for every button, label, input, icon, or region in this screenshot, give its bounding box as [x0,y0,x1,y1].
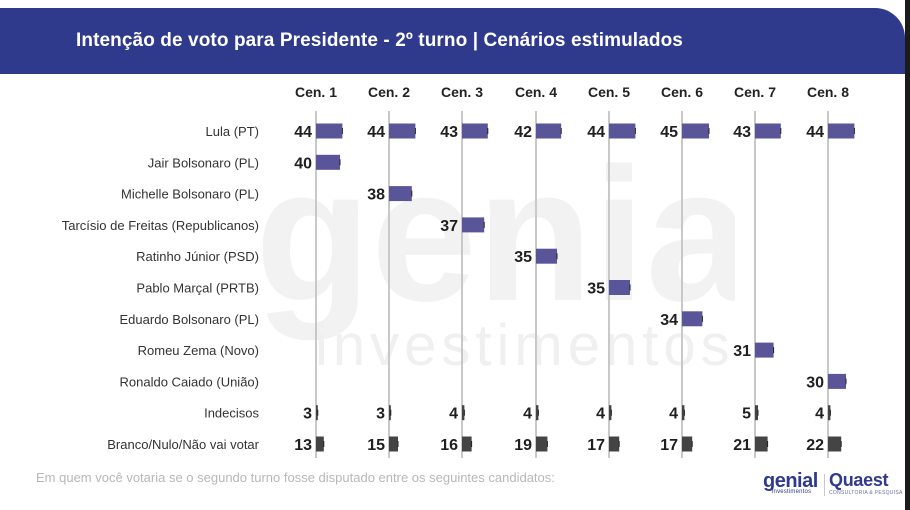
bar [828,373,846,389]
header-banner: Intenção de voto para Presidente - 2º tu… [0,8,905,74]
bar [316,154,340,170]
row-label: Branco/Nulo/Não vai votar [107,437,259,452]
value-label: 38 [367,187,385,204]
column-header: Cen. 4 [515,84,557,100]
bar [609,405,612,421]
value-label: 15 [367,437,385,454]
value-label: 44 [294,124,312,141]
row-label: Pablo Marçal (PRTB) [136,281,259,296]
value-label: 30 [806,374,824,391]
bar [536,248,557,264]
row-label: Jair Bolsonaro (PL) [148,155,259,170]
value-label: 44 [367,124,385,141]
column-header: Cen. 7 [734,84,776,100]
value-label: 37 [440,218,458,235]
value-label: 4 [523,406,532,423]
value-label: 17 [587,437,605,454]
column-header: Cen. 2 [368,84,410,100]
bar [389,186,412,202]
column-header: Cen. 8 [807,84,849,100]
watermark: genial investimentos [255,150,735,378]
value-label: 19 [514,437,532,454]
row-label: Michelle Bolsonaro (PL) [121,187,259,202]
value-label: 44 [587,124,605,141]
bar [609,436,620,452]
column-header: Cen. 3 [441,84,483,100]
value-label: 5 [742,406,751,423]
bar [389,405,391,421]
value-label: 44 [806,124,824,141]
bar [682,311,703,327]
bar [682,123,709,139]
footnote: Em quem você votaria se o segundo turno … [36,470,555,485]
genial-logo: genial [763,470,818,492]
value-label: 34 [660,312,678,329]
bar [682,436,693,452]
value-label: 35 [587,281,605,298]
value-label: 4 [669,406,678,423]
bar [828,436,842,452]
bar [536,123,562,139]
bar [828,123,855,139]
bar [316,436,324,452]
bar [462,123,488,139]
value-label: 35 [514,249,532,266]
value-label: 4 [449,406,458,423]
bar [389,123,416,139]
value-label: 31 [733,343,751,360]
column-header: Cen. 1 [295,84,337,100]
chart-area: Cen. 1 Cen. 2 Cen. 3 Cen. 4 Cen. 5 Cen. 6 Cen.… [62,84,855,458]
column-header: Cen. 6 [661,84,703,100]
row-label: Indecisos [204,406,259,421]
value-label: 3 [303,406,312,423]
bar [536,405,539,421]
row-label: Romeu Zema (Novo) [138,343,259,358]
bar [462,217,485,233]
bar [828,405,831,421]
value-label: 4 [596,406,605,423]
value-label: 40 [294,155,312,172]
row-label: Tarcísio de Freitas (Republicanos) [62,218,259,233]
value-label: 3 [376,406,385,423]
row-label: Ratinho Júnior (PSD) [136,249,259,264]
bar [755,342,774,358]
value-label: 16 [440,437,458,454]
value-label: 4 [815,406,824,423]
bar [755,123,781,139]
bar [755,436,768,452]
bar [755,405,758,421]
value-label: 17 [660,437,678,454]
value-label: 13 [294,437,312,454]
bar [536,436,548,452]
bar [462,436,472,452]
value-label: 43 [733,124,751,141]
watermark-line-1: genial [255,150,735,341]
bar [316,405,318,421]
value-label: 42 [514,124,532,141]
logo-divider [824,474,825,496]
row-label: Eduardo Bolsonaro (PL) [120,312,259,327]
bar [609,123,636,139]
bar [462,405,465,421]
column-header: Cen. 5 [588,84,630,100]
genial-logo-subtitle: investimentos [772,489,812,495]
row-label: Ronaldo Caiado (União) [120,374,259,389]
bar [316,123,343,139]
value-label: 45 [660,124,678,141]
quaest-logo: Quaest [829,470,889,490]
bar [389,436,398,452]
value-label: 43 [440,124,458,141]
value-label: 22 [806,437,824,454]
bar [682,405,685,421]
value-label: 21 [733,437,751,454]
bar [609,280,630,295]
row-label: Lula (PT) [206,124,259,139]
watermark-line-2: investimentos [315,313,735,378]
page-title: Intenção de voto para Presidente - 2º tu… [76,30,683,51]
right-edge [905,0,910,510]
quaest-logo-subtitle: CONSULTORIA & PESQUISA [829,490,903,496]
